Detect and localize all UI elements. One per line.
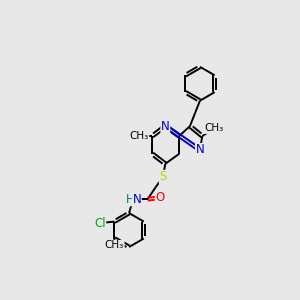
Text: CH₃: CH₃ xyxy=(204,123,224,134)
Text: CH₃: CH₃ xyxy=(105,240,124,250)
Text: O: O xyxy=(155,191,164,204)
Text: S: S xyxy=(159,170,167,183)
Text: H: H xyxy=(125,193,134,206)
Text: CH₃: CH₃ xyxy=(130,131,149,141)
Text: N: N xyxy=(132,193,141,206)
Text: N: N xyxy=(161,120,170,133)
Text: N: N xyxy=(196,143,204,157)
Text: Cl: Cl xyxy=(94,217,106,230)
